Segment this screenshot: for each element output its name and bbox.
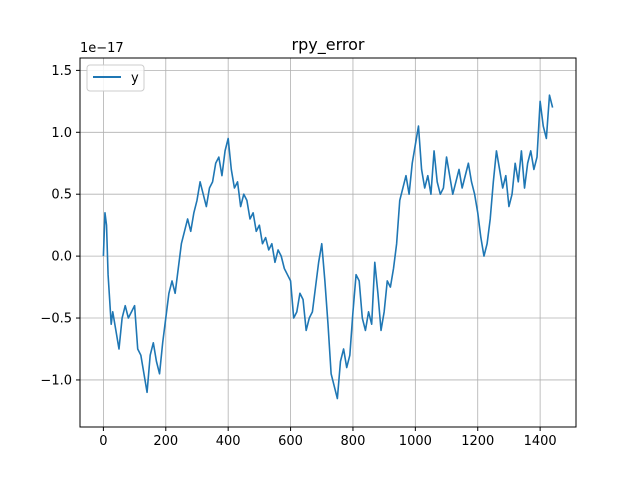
- x-tick-label: 1200: [461, 434, 494, 449]
- y-tick-label: 0.5: [51, 188, 72, 203]
- y-scale-note: 1e−17: [80, 41, 124, 56]
- y-tick-label: −1.0: [40, 373, 72, 388]
- series-line-y: [102, 94, 554, 400]
- y-tick-label: 1.5: [51, 64, 72, 79]
- x-tick-label: 1000: [399, 434, 432, 449]
- legend: y: [86, 64, 145, 92]
- x-tick-label: 1400: [524, 434, 557, 449]
- chart-title: rpy_error: [292, 35, 365, 55]
- x-tick-label: 400: [216, 434, 241, 449]
- legend-label-y: y: [131, 71, 139, 86]
- y-tick-label: 1.0: [51, 126, 72, 141]
- ticks: 0 200 400 600 800 1000 1200 1400 −1.0 −0.5 0.0 0.5 1…: [40, 64, 556, 449]
- plot-frame: [79, 57, 577, 428]
- x-tick-label: 0: [99, 434, 107, 449]
- y-tick-label: −0.5: [40, 312, 72, 327]
- x-tick-label: 600: [278, 434, 303, 449]
- x-tick-label: 800: [341, 434, 366, 449]
- x-tick-label: 200: [153, 434, 178, 449]
- y-tick-label: 0.0: [51, 250, 72, 265]
- series-layer: [102, 94, 554, 400]
